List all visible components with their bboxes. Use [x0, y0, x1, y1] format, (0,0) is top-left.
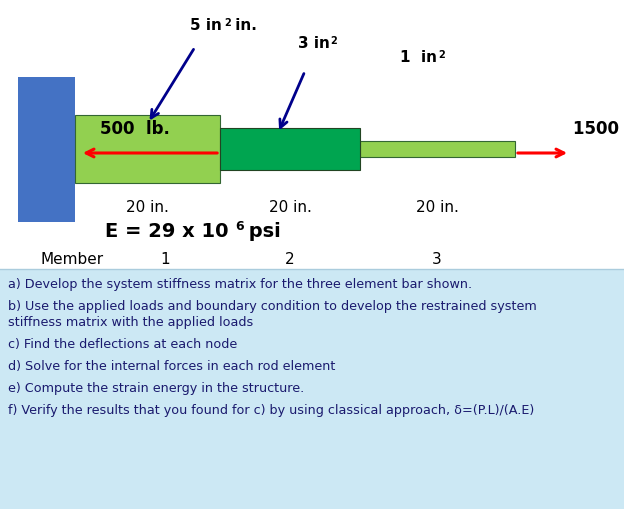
Text: 20 in.: 20 in. [125, 200, 168, 215]
Text: f) Verify the results that you found for c) by using classical approach, δ=(P.L): f) Verify the results that you found for… [8, 403, 534, 416]
Text: 2: 2 [330, 36, 337, 46]
Bar [0, 0, 624, 269]
Text: 1  in: 1 in [400, 50, 437, 65]
Text: Member: Member [40, 251, 103, 267]
Bar [75, 116, 220, 184]
Text: 1500 lb.: 1500 lb. [573, 120, 624, 138]
Text: 1: 1 [160, 251, 170, 267]
Text: 3: 3 [432, 251, 442, 267]
Text: stiffness matrix with the applied loads: stiffness matrix with the applied loads [8, 316, 253, 328]
Bar [360, 142, 515, 158]
Text: 2: 2 [224, 18, 231, 28]
Text: a) Develop the system stiffness matrix for the three element bar shown.: a) Develop the system stiffness matrix f… [8, 277, 472, 291]
Text: psi: psi [242, 221, 281, 241]
Text: in.: in. [230, 18, 257, 33]
Text: 5 in: 5 in [190, 18, 222, 33]
Text: 3 in: 3 in [298, 36, 330, 51]
Bar [18, 78, 75, 222]
Text: 2: 2 [285, 251, 295, 267]
Text: 500  lb.: 500 lb. [100, 120, 170, 138]
Text: d) Solve for the internal forces in each rod element: d) Solve for the internal forces in each… [8, 359, 335, 372]
Text: 20 in.: 20 in. [416, 200, 459, 215]
Text: 20 in.: 20 in. [268, 200, 311, 215]
Text: c) Find the deflections at each node: c) Find the deflections at each node [8, 337, 237, 350]
Text: 6: 6 [235, 219, 243, 233]
Text: e) Compute the strain energy in the structure.: e) Compute the strain energy in the stru… [8, 381, 305, 394]
Text: 2: 2 [438, 50, 445, 60]
Bar [220, 129, 360, 171]
Text: b) Use the applied loads and boundary condition to develop the restrained system: b) Use the applied loads and boundary co… [8, 299, 537, 313]
Text: E = 29 x 10: E = 29 x 10 [105, 221, 228, 241]
